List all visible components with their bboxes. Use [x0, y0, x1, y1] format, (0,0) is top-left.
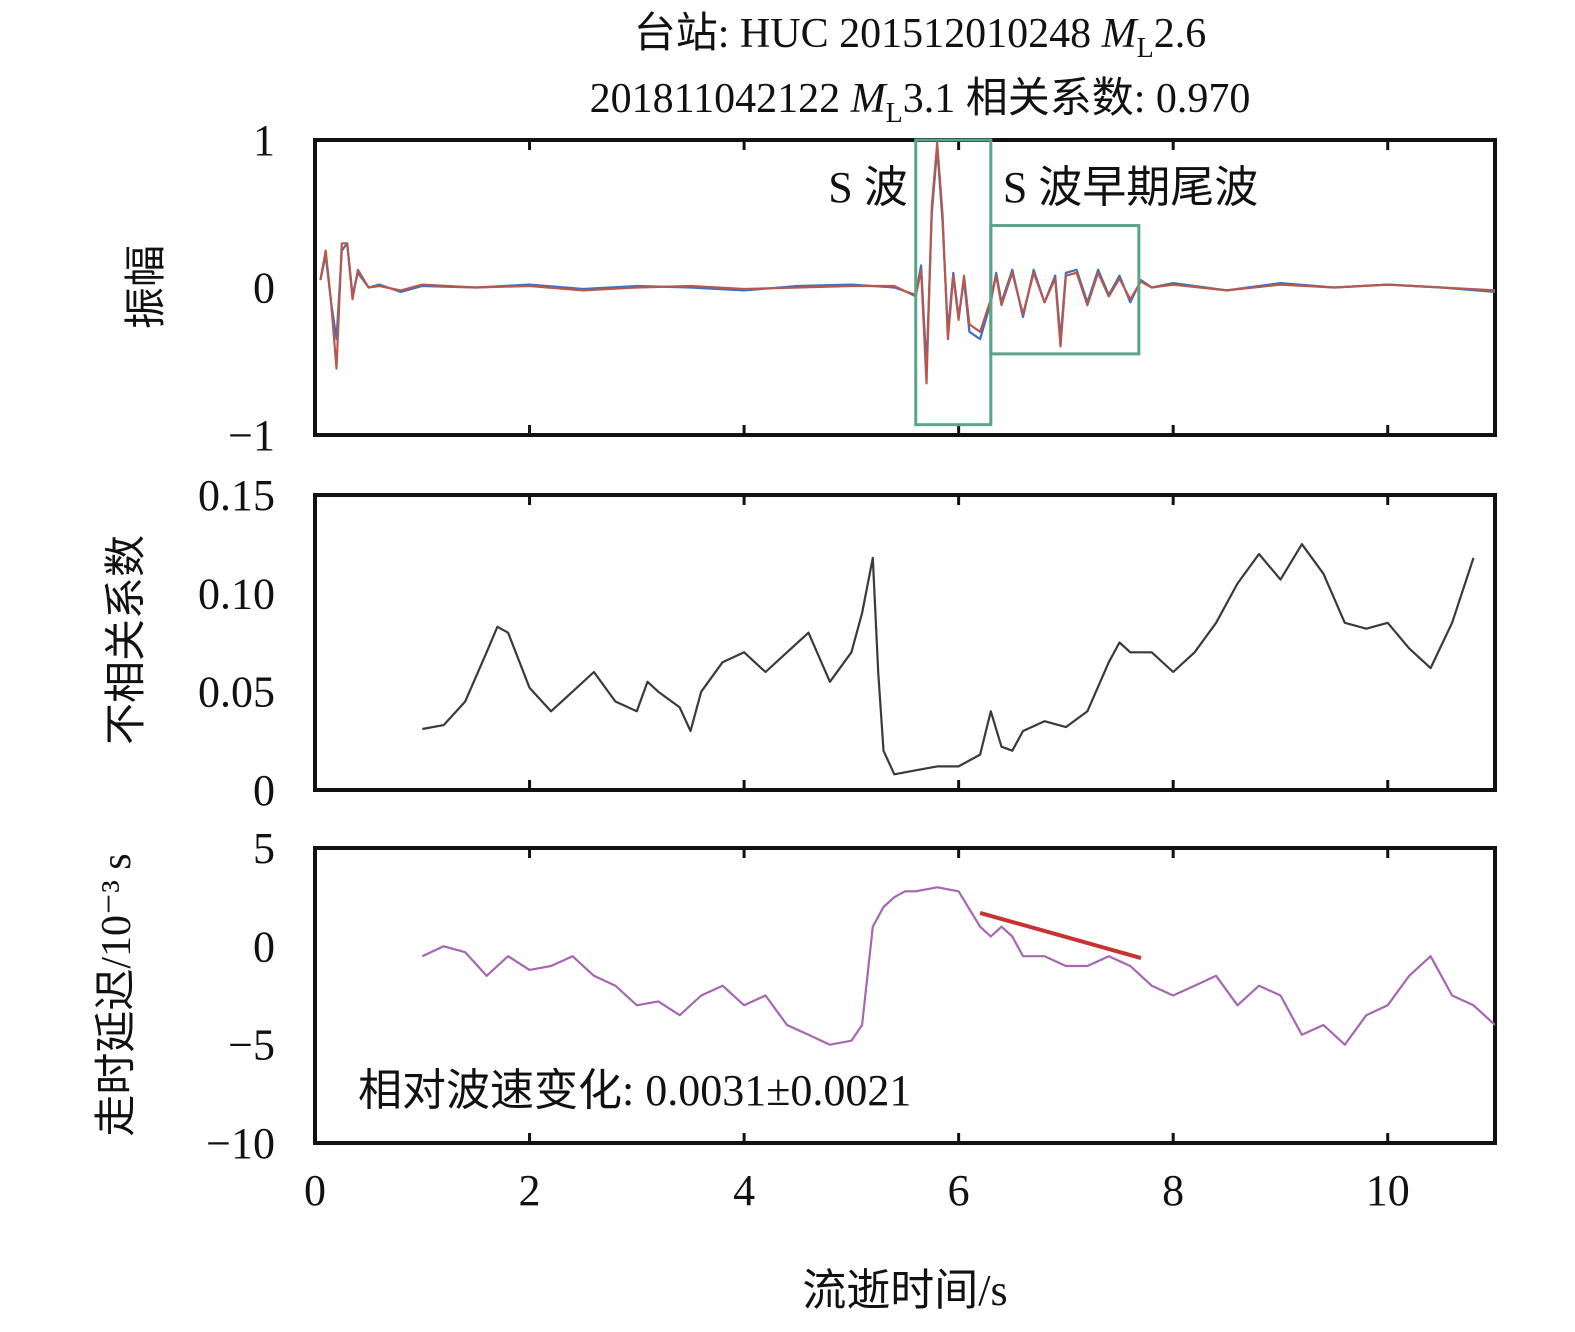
y-tick-label: 0 [253, 264, 275, 313]
title-2-value: 3.1 相关系数: 0.970 [903, 76, 1251, 122]
y-axis-label: 不相关系数 [104, 535, 150, 745]
s-coda-box [989, 224, 1141, 356]
x-tick-label: 2 [519, 1166, 541, 1215]
title-1-value: 2.6 [1154, 11, 1207, 57]
panel-1: 1 0 −1 振幅 S 波 S 波早期尾波 [124, 116, 1497, 460]
s-wave-label: S 波 [828, 163, 907, 212]
y-tick-label: −5 [228, 1021, 275, 1070]
y-tick-label: 0.10 [198, 569, 275, 618]
y-tick-label: 0.05 [198, 668, 275, 717]
x-tick-label: 4 [733, 1166, 755, 1215]
x-tick-label: 10 [1366, 1166, 1410, 1215]
chart-title-line-1: 台站: HUC 201512010248 ML2.6 [634, 11, 1206, 64]
x-tick-label: 0 [304, 1166, 326, 1215]
s-coda-label: S 波早期尾波 [1003, 163, 1258, 212]
velocity-change-annotation: 相对波速变化: 0.0031±0.0021 [358, 1066, 911, 1115]
series-line-1 [422, 543, 1475, 776]
y-tick-label: 1 [253, 116, 275, 165]
y-tick-label: 0 [253, 766, 275, 815]
plot-frame [313, 138, 1497, 437]
y-axis-label: 振幅 [124, 245, 170, 329]
title-1-prefix: 台站: HUC 201512010248 [634, 11, 1102, 57]
y-tick-label: 5 [253, 824, 275, 873]
title-2-M: M [850, 76, 888, 122]
x-tick-label: 6 [948, 1166, 970, 1215]
y-tick-label: −1 [228, 411, 275, 460]
y-tick-label: 0 [253, 922, 275, 971]
y-tick-label: 0.15 [198, 471, 275, 520]
plot-frame [313, 846, 1497, 1145]
series-line-1 [421, 886, 1495, 1046]
plot-frame [313, 493, 1497, 792]
panel-2: 0.15 0.10 0.05 0 不相关系数 [104, 471, 1497, 815]
trend-line [979, 910, 1142, 961]
title-1-M: M [1101, 11, 1139, 57]
title-2-sub: L [886, 98, 903, 129]
panel-3: 0 2 4 6 8 10 5 0 −5 −10 走时延迟/10⁻³ s 相对波速变化: 0.0031±… [94, 824, 1497, 1215]
series-line-2 [319, 141, 1495, 385]
y-axis-label: 走时延迟/10⁻³ s [94, 853, 140, 1136]
x-axis-label: 流逝时间/s [802, 1266, 1007, 1315]
x-tick-label: 8 [1162, 1166, 1184, 1215]
y-tick-label: −10 [206, 1119, 275, 1168]
chart-title-line-2: 201811042122 ML3.1 相关系数: 0.970 [590, 76, 1251, 129]
title-2-prefix: 201811042122 [590, 76, 851, 122]
title-1-sub: L [1137, 33, 1154, 64]
